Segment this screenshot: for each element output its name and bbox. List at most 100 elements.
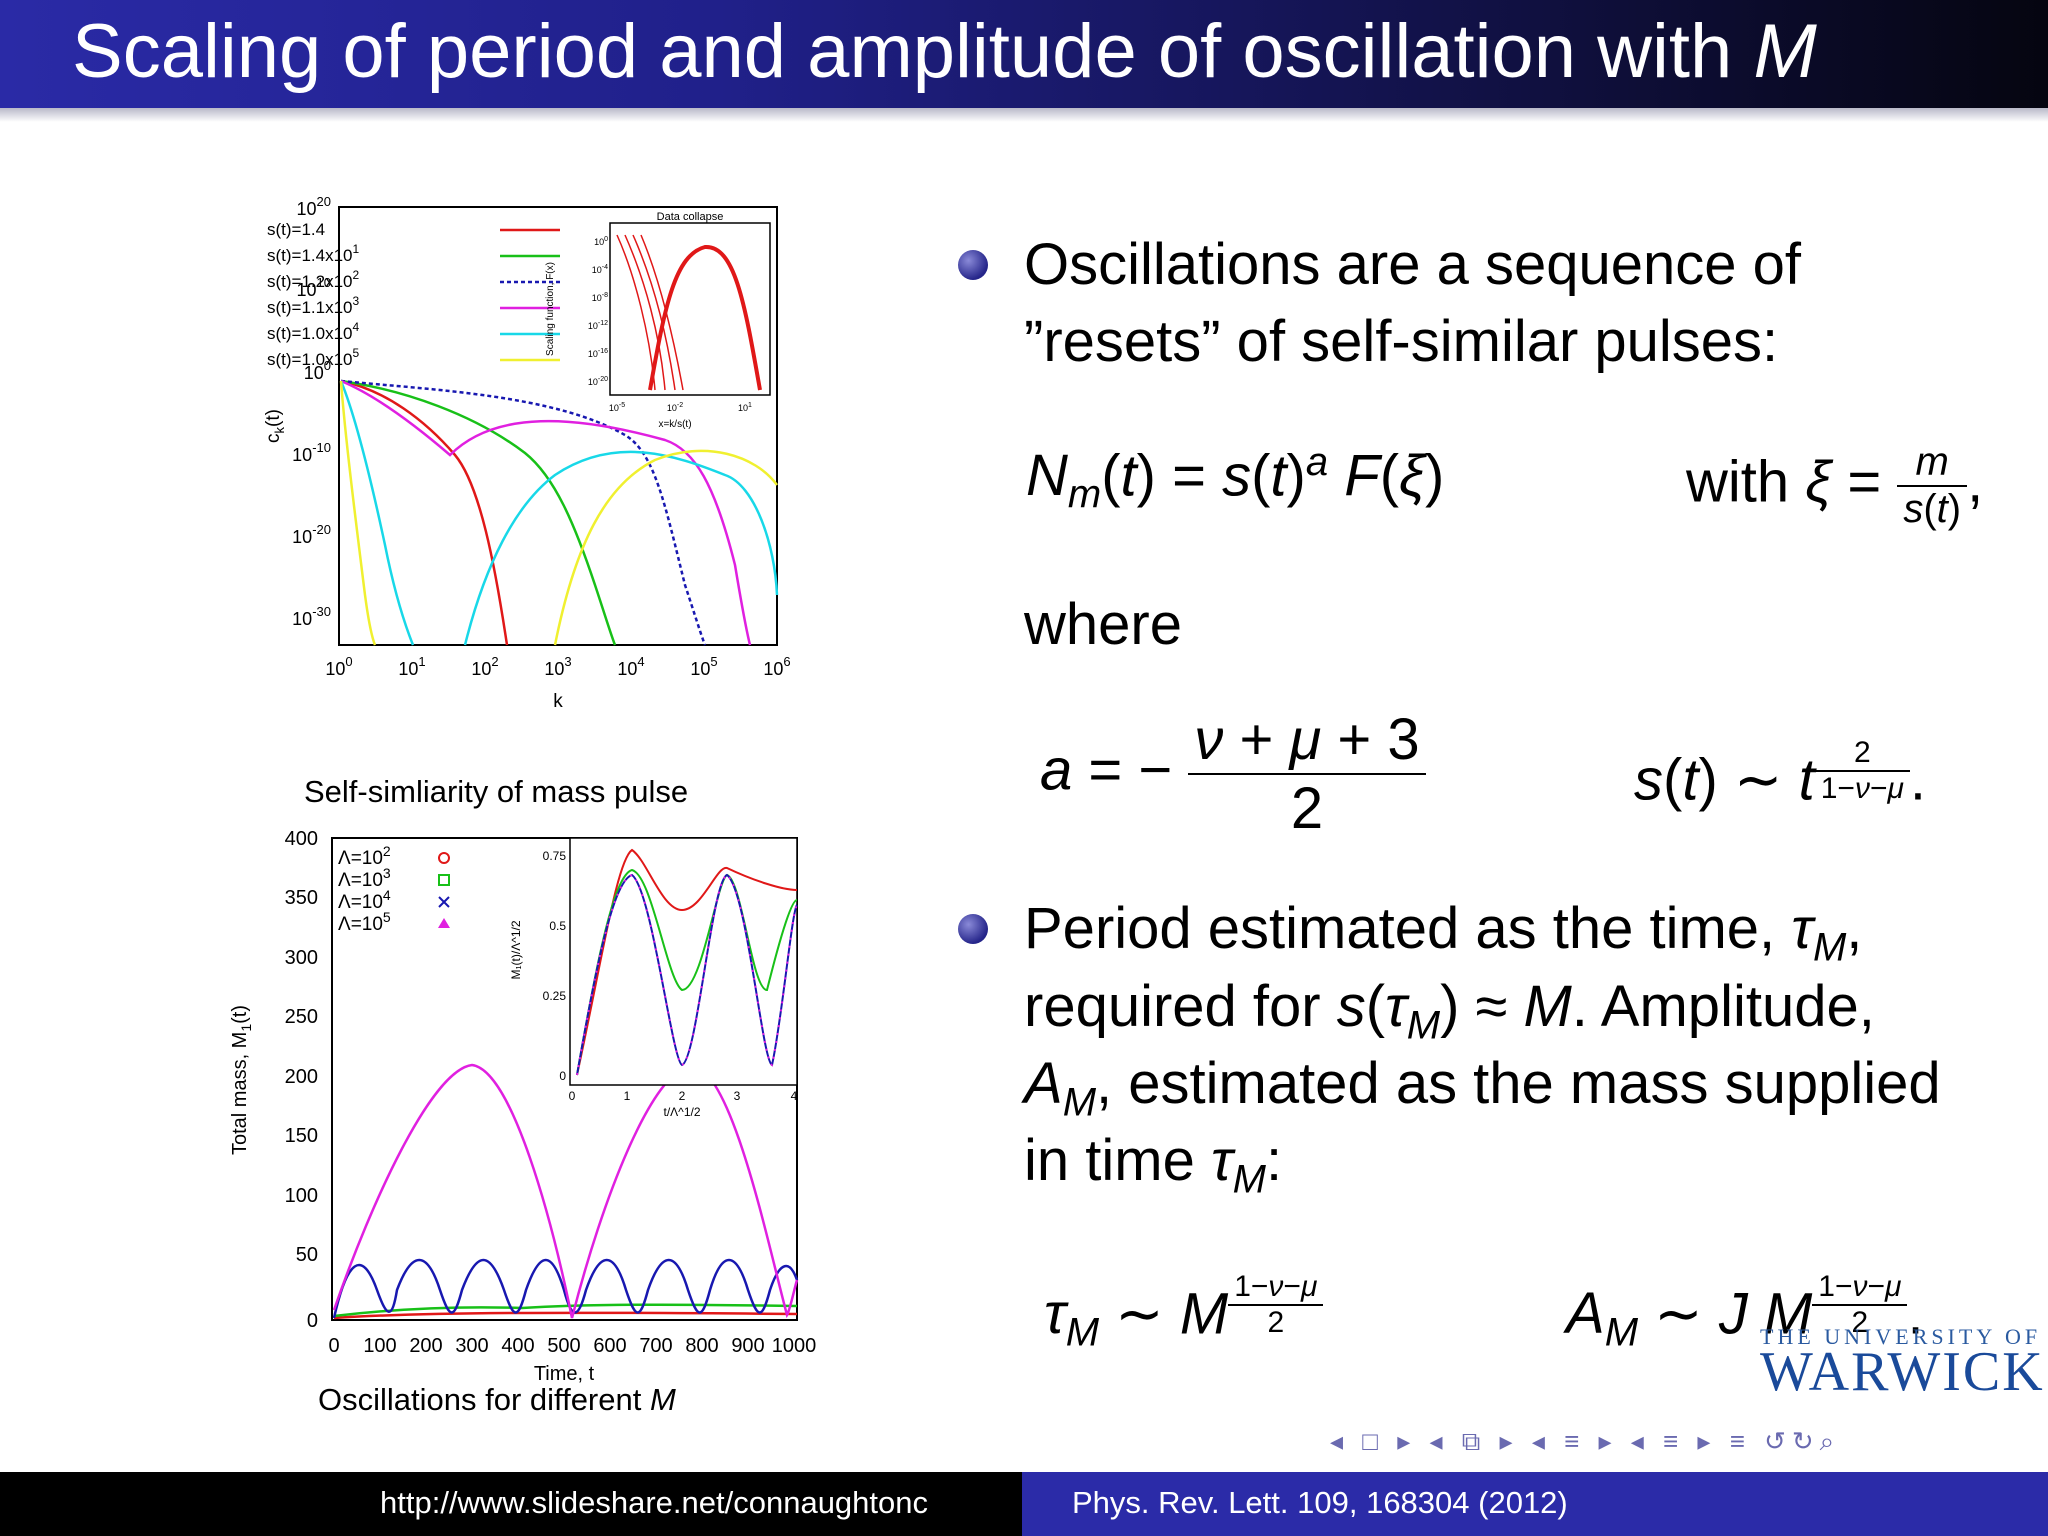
svg-text:4: 4 bbox=[791, 1089, 798, 1103]
svg-text:100: 100 bbox=[594, 236, 608, 247]
title-shadow bbox=[0, 108, 2048, 122]
svg-text:0.25: 0.25 bbox=[543, 989, 567, 1003]
x-tick: 100 bbox=[363, 1335, 396, 1357]
legend-entry: Λ=102 bbox=[338, 843, 391, 869]
legend-entry: Λ=105 bbox=[338, 909, 391, 935]
svg-text:2: 2 bbox=[679, 1089, 686, 1103]
inset-x-label: t/Λ^1/2 bbox=[664, 1105, 701, 1119]
inset-curves bbox=[616, 234, 762, 391]
inset-y-label: M₁(t)/Λ^1/2 bbox=[509, 920, 523, 979]
slide-title: Scaling of period and amplitude of oscil… bbox=[72, 9, 1817, 94]
legend: Λ=102 Λ=103 Λ=104 Λ=105 bbox=[338, 843, 391, 935]
footer-left-bar bbox=[0, 1472, 1022, 1536]
y-axis-label: ck(t) bbox=[263, 409, 287, 443]
inset-curves bbox=[576, 848, 798, 1076]
x-tick: 900 bbox=[731, 1335, 764, 1357]
x-tick: 100 bbox=[325, 654, 352, 679]
y-tick: 350 bbox=[285, 887, 318, 909]
x-tick: 102 bbox=[471, 654, 498, 679]
inset-y-label: Scaling function, F(x) bbox=[545, 262, 556, 356]
equation-xi: with ξ = m s(t), bbox=[1686, 440, 1984, 531]
x-tick: 800 bbox=[685, 1335, 718, 1357]
y-tick: 250 bbox=[285, 1006, 318, 1028]
y-tick: 300 bbox=[285, 947, 318, 969]
y-tick: 1010 bbox=[297, 275, 332, 300]
svg-text:0: 0 bbox=[559, 1069, 566, 1083]
y-tick: 400 bbox=[285, 828, 318, 850]
x-tick: 105 bbox=[690, 654, 717, 679]
svg-text:10-12: 10-12 bbox=[588, 320, 608, 331]
svg-text:101: 101 bbox=[738, 402, 752, 413]
where-label: where bbox=[1024, 592, 1182, 657]
title-bar bbox=[0, 0, 2048, 108]
inset-frame bbox=[569, 837, 798, 1086]
equation-am: AM ∼ J M 1−ν−μ 2. bbox=[1566, 1270, 1924, 1355]
svg-text:10-4: 10-4 bbox=[592, 264, 608, 275]
svg-text:1: 1 bbox=[624, 1089, 631, 1103]
x-tick: 200 bbox=[409, 1335, 442, 1357]
x-axis-label: Time, t bbox=[534, 1363, 595, 1385]
legend-markers bbox=[438, 852, 450, 928]
y-tick: 1020 bbox=[297, 194, 332, 219]
legend-entry: s(t)=1.1x103 bbox=[267, 294, 360, 317]
x-tick: 0 bbox=[328, 1335, 339, 1357]
svg-text:10-8: 10-8 bbox=[592, 292, 608, 303]
beamer-nav-icons[interactable]: ◂ □ ▸ ◂ ⧉ ▸ ◂ ≡ ▸ ◂ ≡ ▸ ≡ ↺↻⌕ bbox=[1330, 1426, 1841, 1456]
legend-entry: s(t)=1.0x104 bbox=[267, 320, 360, 343]
footer-url: http://www.slideshare.net/connaughtonc bbox=[380, 1485, 929, 1520]
y-axis-label: Total mass, M1(t) bbox=[229, 1005, 254, 1155]
legend-entry: Λ=103 bbox=[338, 865, 391, 891]
svg-text:10-20: 10-20 bbox=[588, 376, 608, 387]
bullet-2-line-2: required for s(τM) ≈ M. Amplitude, bbox=[1024, 974, 1875, 1048]
bullet-2-line-4: in time τM: bbox=[1024, 1128, 1283, 1202]
svg-text:0.75: 0.75 bbox=[543, 849, 567, 863]
bullet-2-line-3: AM, estimated as the mass supplied bbox=[1024, 1051, 1941, 1125]
x-tick: 101 bbox=[398, 654, 425, 679]
x-tick: 400 bbox=[501, 1335, 534, 1357]
bullet-marker bbox=[958, 914, 988, 944]
university-logo-line1: THE UNIVERSITY OF bbox=[1760, 1324, 2042, 1349]
equation-st: s(t) ∼ t 2 1−ν−μ. bbox=[1634, 736, 1927, 813]
bullet-1-line-1: Oscillations are a sequence of bbox=[1024, 232, 1801, 297]
y-tick: 50 bbox=[296, 1244, 318, 1266]
svg-text:3: 3 bbox=[734, 1089, 741, 1103]
y-tick: 0 bbox=[307, 1310, 318, 1332]
legend-entry: s(t)=1.4x101 bbox=[267, 242, 360, 265]
svg-text:0: 0 bbox=[569, 1089, 576, 1103]
legend-entry: Λ=104 bbox=[338, 887, 391, 913]
legend-entry: s(t)=1.0x105 bbox=[267, 346, 360, 369]
inset-title: Data collapse bbox=[657, 211, 724, 223]
svg-text:10-5: 10-5 bbox=[609, 402, 625, 413]
x-axis-label: k bbox=[553, 691, 563, 712]
inset-x-label: x=k/s(t) bbox=[658, 419, 691, 430]
x-tick: 700 bbox=[639, 1335, 672, 1357]
footer-right-bar bbox=[1022, 1472, 2048, 1536]
y-tick: 150 bbox=[285, 1125, 318, 1147]
y-tick: 10-20 bbox=[292, 522, 331, 547]
legend-entry: s(t)=1.4 bbox=[267, 220, 325, 239]
y-tick: 100 bbox=[285, 1185, 318, 1207]
legend-entry: s(t)=1.2x102 bbox=[267, 268, 360, 291]
y-tick: 200 bbox=[285, 1066, 318, 1088]
y-tick: 10-10 bbox=[292, 440, 331, 465]
figure-ck-vs-k: 1020 1010 100 10-10 10-20 10-30 100 101 … bbox=[263, 194, 791, 712]
university-logo-line2: WARWICK bbox=[1760, 1341, 2045, 1403]
svg-text:0.5: 0.5 bbox=[549, 919, 566, 933]
x-tick: 1000 bbox=[772, 1335, 817, 1357]
svg-text:10-2: 10-2 bbox=[667, 402, 683, 413]
legend-swatches bbox=[500, 228, 560, 362]
bullet-2-line-1: Period estimated as the time, τM, bbox=[1024, 896, 1863, 970]
x-tick: 104 bbox=[617, 654, 644, 679]
footer-reference: Phys. Rev. Lett. 109, 168304 (2012) bbox=[1072, 1485, 1568, 1520]
y-tick: 100 bbox=[304, 358, 331, 383]
y-tick: 10-30 bbox=[292, 604, 331, 629]
svg-text:10-16: 10-16 bbox=[588, 348, 608, 359]
equation-nm: Nm(t) = s(t)a F(ξ) bbox=[1026, 440, 1445, 517]
bullet-marker bbox=[958, 250, 988, 280]
x-tick: 500 bbox=[547, 1335, 580, 1357]
figure-bottom-title: Self-simliarity of mass pulse bbox=[304, 774, 689, 809]
legend: s(t)=1.4 s(t)=1.4x101 s(t)=1.2x102 s(t)=… bbox=[267, 220, 360, 369]
bullet-1-line-2: ”resets” of self-similar pulses: bbox=[1024, 309, 1779, 374]
figure-mass-vs-time: 400 350 300 250 200 150 100 50 0 0 100 2… bbox=[229, 828, 817, 1385]
